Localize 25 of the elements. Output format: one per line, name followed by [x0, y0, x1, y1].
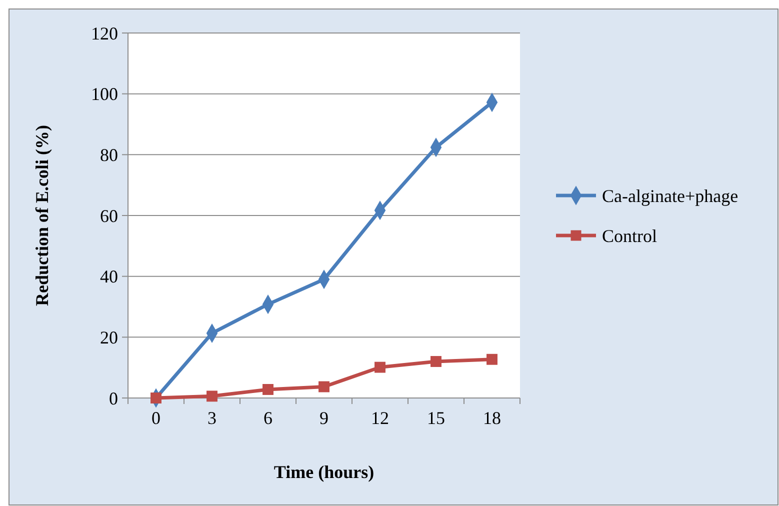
x-tick-label: 6 [264, 408, 272, 428]
y-tick-label: 20 [100, 327, 118, 348]
y-tick-label: 0 [109, 388, 118, 408]
x-tick-label: 15 [427, 408, 445, 428]
point [374, 362, 386, 373]
x-tick-label: 9 [320, 408, 328, 428]
point [262, 384, 274, 395]
y-tick-label: 60 [100, 206, 118, 226]
y-tick-label: 120 [91, 23, 118, 44]
x-tick-label: 0 [152, 408, 160, 428]
point [430, 356, 442, 367]
point [206, 390, 218, 402]
x-tick-label: 3 [208, 408, 216, 428]
y-axis-title: Reduction of E.coli (%) [32, 125, 52, 306]
x-axis-title: Time (hours) [274, 462, 374, 482]
x-tick-label: 12 [371, 408, 389, 428]
x-tick-label: 18 [483, 408, 501, 428]
y-tick-label: 100 [91, 84, 118, 104]
y-tick-label: 40 [100, 266, 118, 287]
point [486, 354, 498, 365]
point [150, 392, 162, 404]
legend-label: Control [602, 226, 658, 246]
y-tick-label: 80 [100, 144, 118, 165]
legend-label: Ca-alginate+phage [602, 186, 738, 206]
point [318, 381, 330, 392]
